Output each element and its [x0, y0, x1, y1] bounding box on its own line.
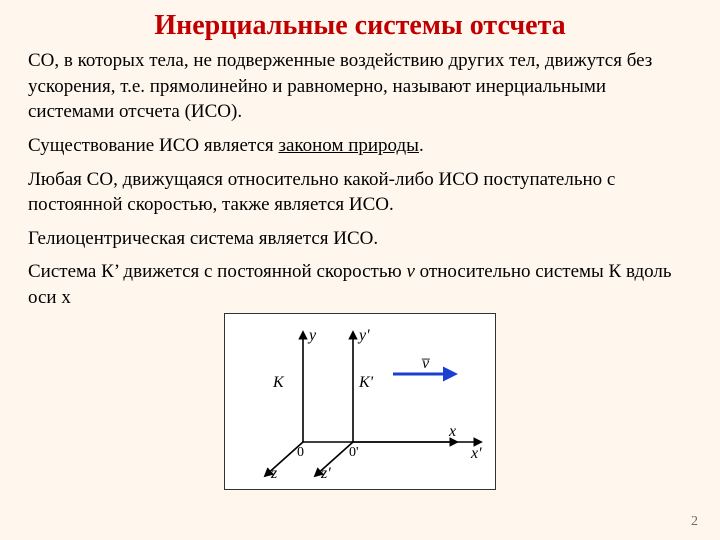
p2-tail: . — [419, 135, 424, 156]
paragraph-4: Гелиоцентрическая система является ИСО. — [28, 226, 692, 252]
paragraph-1: СО, в которых тела, не подверженные возд… — [28, 48, 692, 125]
svg-text:v̅: v̅ — [421, 355, 430, 372]
page-number: 2 — [691, 514, 698, 530]
svg-text:z: z — [270, 465, 278, 482]
p2-lead: Существование ИСО является — [28, 135, 278, 156]
caption-v: v — [406, 261, 414, 282]
caption-a: Система К’ движется с постоянной скорост… — [28, 261, 406, 282]
svg-text:x: x — [448, 423, 456, 440]
svg-text:y': y' — [357, 327, 370, 344]
svg-text:0: 0 — [297, 445, 304, 460]
svg-text:0': 0' — [349, 445, 359, 460]
slide-title: Инерциальные системы отсчета — [28, 10, 692, 42]
paragraph-3: Любая СО, движущаяся относительно какой-… — [28, 167, 692, 218]
svg-text:y: y — [307, 327, 317, 344]
svg-text:K: K — [272, 374, 285, 391]
p2-underlined: законом природы — [278, 135, 419, 156]
diagram-caption: Система К’ движется с постоянной скорост… — [28, 259, 692, 310]
paragraph-2: Существование ИСО является законом приро… — [28, 133, 692, 159]
coordinate-diagram: y x z K 0 y' x' z' K' 0' v̅ — [224, 313, 496, 490]
svg-text:x': x' — [470, 445, 482, 462]
svg-text:K': K' — [358, 374, 374, 391]
svg-text:z': z' — [320, 465, 331, 482]
